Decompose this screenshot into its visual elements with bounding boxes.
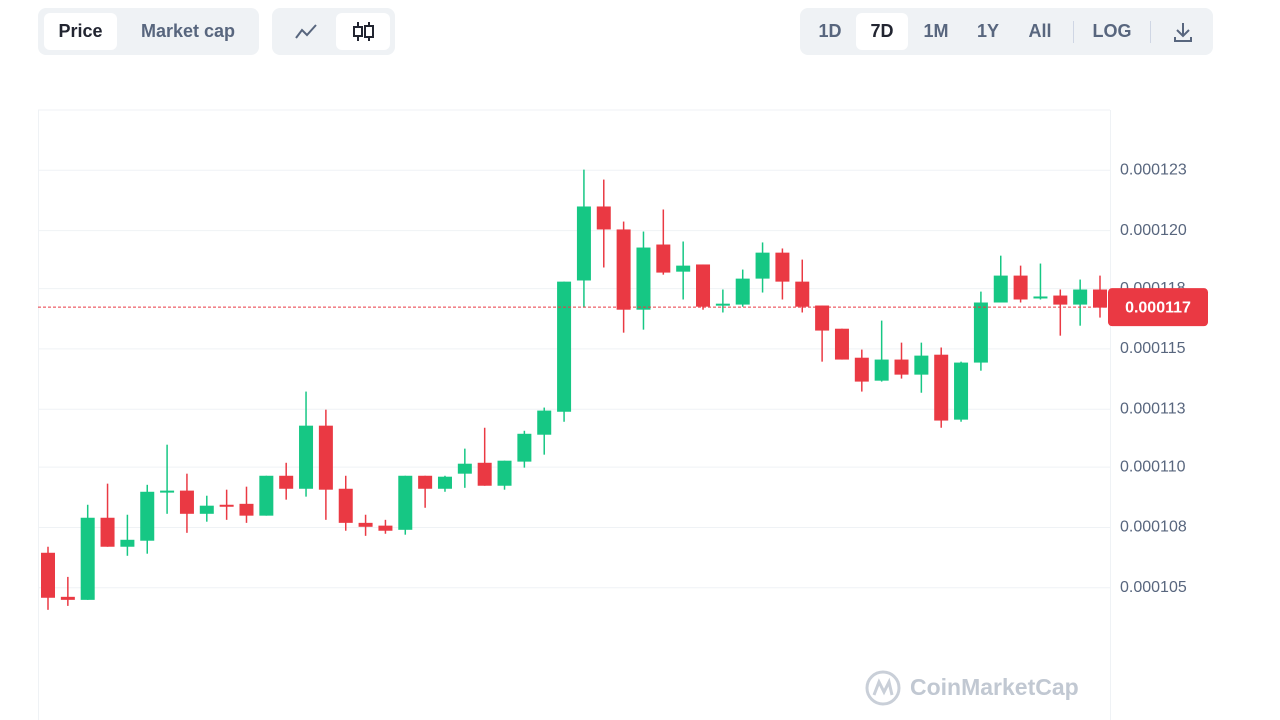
tab-log[interactable]: LOG [1092,21,1132,41]
candle-body [973,302,988,363]
tab-1y[interactable]: 1Y [976,21,1000,41]
tab-1m[interactable]: 1M [923,21,949,41]
candle-body [279,475,294,489]
download-button[interactable] [1162,13,1204,50]
y-tick-label: 0.000105 [1120,579,1187,596]
candle-body [676,265,691,272]
candle-body [914,355,929,375]
line-icon[interactable] [278,13,334,50]
candle-body [993,275,1008,303]
candle-body [80,517,95,600]
candle-body [41,552,55,598]
candle-body [934,354,949,421]
tab-7d[interactable]: 7D [856,13,908,50]
candle-body [120,539,135,547]
candle-icon[interactable] [336,13,390,50]
watermark-text: CoinMarketCap [910,674,1079,700]
separator [1150,21,1151,43]
candle-body [1073,289,1088,305]
current-price-badge [1108,288,1208,327]
y-tick-label: 0.000115 [1120,340,1186,357]
tab-market-cap[interactable]: Market cap [140,21,236,41]
range-tabs: 1D 7D 1M 1Y All LOG [800,8,1213,55]
candle-body [160,490,175,493]
watermark-logo [865,670,901,706]
candle-body [398,475,413,530]
candle-body [1033,296,1048,299]
candle-body [616,229,631,310]
candle-body [437,476,452,489]
candle-body [715,303,730,306]
candle-body [477,462,492,486]
candle-body [755,252,770,279]
candle-body [656,244,671,273]
candle-body [596,206,611,230]
candle-body [954,362,969,420]
candle-body [815,305,830,331]
candle-body [735,278,750,305]
candle-body [874,359,889,381]
candle-body [179,490,194,514]
candle-body [795,281,810,307]
tab-all[interactable]: All [1028,21,1052,41]
candle-body [497,460,512,486]
candle-body [696,264,711,307]
candle-body [338,488,353,523]
candle-body [1013,275,1028,300]
candle-body [318,425,333,490]
tab-price[interactable]: Price [44,13,117,50]
y-tick-label: 0.000120 [1120,222,1187,239]
candle-body [517,433,532,462]
current-price-label: 0.000117 [1125,299,1191,316]
candle-body [358,522,373,527]
candle-body [299,425,314,489]
metric-tabs: Price Market cap [38,8,259,55]
candle-body [1093,289,1107,308]
download-glyph [1174,23,1192,42]
candle-body [259,475,274,516]
watermark-logo-mark [872,677,894,696]
candle-body [239,503,254,516]
candle-body [894,359,909,375]
candle-body [378,525,393,531]
candle-body [537,410,552,435]
candle-body [557,281,572,412]
candle-body [854,357,869,382]
candle-body [60,596,75,600]
candle-body [219,504,234,507]
separator [1073,21,1074,43]
candle-body [199,505,214,514]
line-glyph [295,24,317,39]
candle-body [576,206,591,281]
tab-1d[interactable]: 1D [818,21,842,41]
y-tick-label: 0.000113 [1120,400,1186,417]
chart-type-tabs [272,8,395,55]
candle-body [100,517,115,547]
y-tick-label: 0.000108 [1120,519,1187,536]
candle-body [418,475,433,489]
candle-body [457,463,472,474]
y-tick-label: 0.000123 [1120,162,1187,179]
candle-body [775,252,790,282]
watermark: CoinMarketCap [865,670,1079,706]
candle-body [140,491,155,541]
y-tick-label: 0.000110 [1120,458,1186,475]
candle-body [1053,295,1068,305]
candle-glyph [353,22,374,41]
candle-body [636,247,651,310]
candle-body [834,328,849,360]
